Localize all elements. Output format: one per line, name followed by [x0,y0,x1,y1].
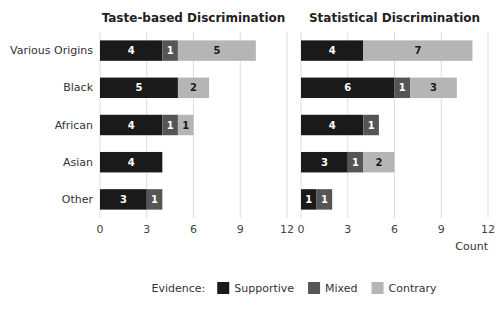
bar-segment [100,78,178,98]
legend: Evidence: Supportive Mixed Contrary [151,282,437,295]
data-label: 4 [128,45,135,56]
data-label: 5 [135,82,142,93]
bar-segment [100,115,162,135]
bar-segment [301,152,348,172]
data-label: 1 [321,194,328,205]
data-label: 2 [375,157,382,168]
bar-segment [162,115,178,135]
bar-segment [363,115,379,135]
bar-segment [410,78,457,98]
bars [100,40,256,209]
bar-segment [147,189,163,209]
chart-root: Taste-based Discrimination036912Various … [0,0,500,318]
panel-title: Taste-based Discrimination [102,11,286,25]
bar-segment [317,189,333,209]
bar-segment [162,40,178,60]
bar-segment [301,189,317,209]
grid-line [287,32,288,218]
x-tick-label: 12 [481,223,495,236]
panel-title: Statistical Discrimination [309,11,480,25]
panel: Statistical Discrimination03691247613413… [298,11,496,253]
data-label: 1 [305,194,312,205]
legend-label: Contrary [389,282,437,295]
data-label: 2 [190,82,197,93]
grid-line [488,32,489,218]
legend-swatch [308,282,320,294]
data-label: 1 [352,157,359,168]
x-tick-label: 0 [298,223,305,236]
bar-segment [100,152,162,172]
y-tick-label: Black [63,81,93,94]
bar-segment [301,40,363,60]
bar-segment [348,152,364,172]
data-labels: 41552411431 [120,45,221,205]
bar-segment [301,78,395,98]
bar-segment [100,189,147,209]
data-label: 6 [344,82,351,93]
data-label: 1 [151,194,158,205]
data-labels: 476134131211 [305,45,437,205]
x-tick-label: 9 [438,223,445,236]
x-tick-label: 6 [190,223,197,236]
y-tick-label: Other [62,193,94,206]
legend-title: Evidence: [151,282,205,295]
x-tick-label: 3 [143,223,150,236]
y-tick-label: Asian [63,156,93,169]
bar-segment [100,40,162,60]
data-label: 7 [414,45,421,56]
data-label: 4 [128,120,135,131]
data-label: 3 [120,194,127,205]
bars [301,40,472,209]
panel: Taste-based Discrimination036912Various … [10,11,294,236]
data-label: 1 [167,120,174,131]
data-label: 1 [182,120,189,131]
bar-segment [301,115,363,135]
legend-label: Supportive [234,282,294,295]
data-label: 4 [329,45,336,56]
x-tick-label: 12 [280,223,294,236]
x-tick-label: 0 [97,223,104,236]
data-label: 5 [213,45,220,56]
legend-swatch [372,282,384,294]
data-label: 1 [167,45,174,56]
data-label: 3 [321,157,328,168]
data-label: 4 [329,120,336,131]
y-tick-label: Various Origins [10,44,93,57]
bar-segment [178,115,194,135]
x-axis-label: Count [455,240,488,253]
data-label: 3 [430,82,437,93]
x-tick-label: 9 [237,223,244,236]
bar-segment [178,40,256,60]
bar-segment [363,152,394,172]
x-tick-label: 6 [391,223,398,236]
data-label: 1 [399,82,406,93]
data-label: 4 [128,157,135,168]
y-tick-label: African [55,119,93,132]
bar-segment [363,40,472,60]
bar-segment [178,78,209,98]
legend-swatch [217,282,229,294]
data-label: 1 [368,120,375,131]
legend-label: Mixed [325,282,357,295]
x-tick-label: 3 [344,223,351,236]
bar-segment [395,78,411,98]
